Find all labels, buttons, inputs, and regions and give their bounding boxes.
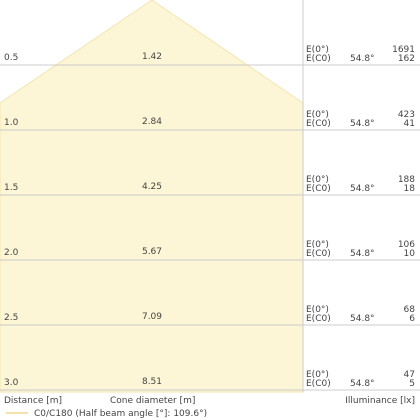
ec0-value: 6	[409, 314, 415, 324]
ec0-value: 10	[404, 249, 416, 259]
distance: 3.0	[4, 378, 19, 388]
ec0-value: 18	[404, 184, 416, 194]
ec0-label: E(C0)	[306, 119, 331, 129]
ec0-value: 5	[409, 379, 415, 389]
distance: 1.5	[4, 183, 18, 193]
angle: 54.8°	[350, 314, 375, 324]
diameter: 4.25	[142, 182, 162, 192]
ec0-label: E(C0)	[306, 184, 331, 194]
diameter: 5.67	[142, 247, 162, 257]
angle: 54.8°	[350, 249, 375, 259]
e0-value: 47	[404, 370, 415, 380]
ec0-value: 162	[398, 54, 415, 64]
e0-value: 1691	[392, 45, 415, 55]
diameter: 8.51	[142, 377, 162, 387]
e0-value: 68	[404, 305, 416, 315]
e0-value: 423	[398, 110, 415, 120]
footer-distance: Distance [m]	[4, 396, 62, 406]
legend-label: C0/C180 (Half beam angle [°]: 109.6°)	[34, 409, 207, 419]
ec0-label: E(C0)	[306, 314, 331, 324]
distance: 1.0	[4, 118, 19, 128]
ec0-value: 41	[404, 119, 415, 129]
angle: 54.8°	[350, 119, 375, 129]
ec0-label: E(C0)	[306, 54, 331, 64]
angle: 54.8°	[350, 184, 375, 194]
e0-label: E(0°)	[306, 370, 329, 380]
angle: 54.8°	[350, 54, 375, 64]
light-cone	[0, 0, 304, 393]
footer-diameter: Cone diameter [m]	[110, 396, 195, 406]
distance: 2.5	[4, 313, 18, 323]
e0-label: E(0°)	[306, 240, 329, 250]
e0-label: E(0°)	[306, 175, 329, 185]
distance: 0.5	[4, 53, 18, 63]
e0-value: 106	[398, 240, 415, 250]
distance: 2.0	[4, 248, 19, 258]
ec0-label: E(C0)	[306, 249, 331, 259]
e0-value: 188	[398, 175, 415, 185]
angle: 54.8°	[350, 379, 375, 389]
diameter: 7.09	[142, 312, 162, 322]
e0-label: E(0°)	[306, 110, 329, 120]
footer-illuminance: Illuminance [lx]	[345, 396, 415, 406]
e0-label: E(0°)	[306, 305, 329, 315]
e0-label: E(0°)	[306, 45, 329, 55]
diameter: 2.84	[142, 117, 162, 127]
ec0-label: E(C0)	[306, 379, 331, 389]
diameter: 1.42	[142, 52, 162, 62]
